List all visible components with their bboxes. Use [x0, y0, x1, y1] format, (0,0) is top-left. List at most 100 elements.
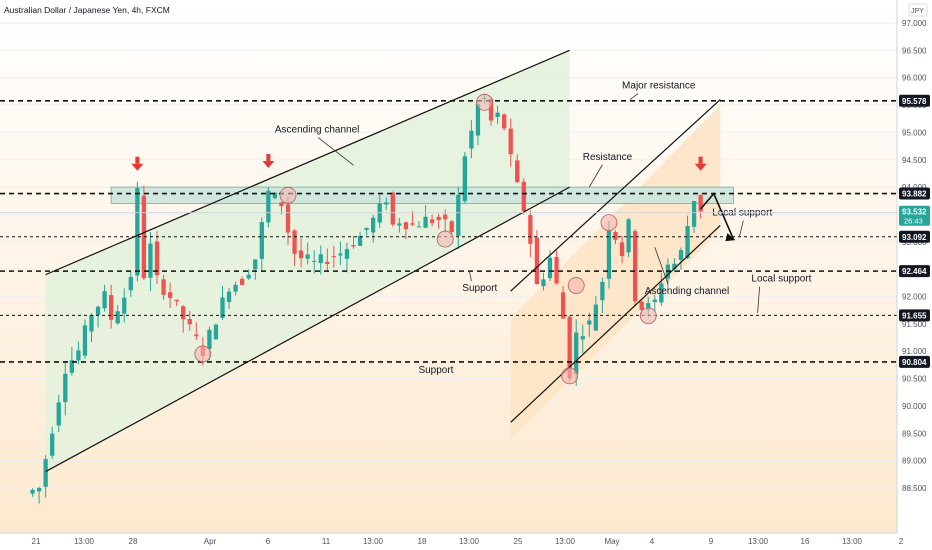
time-tick-label: May: [604, 537, 619, 546]
candle: [30, 489, 35, 494]
candle: [69, 360, 74, 373]
candle: [351, 245, 356, 247]
candle: [272, 192, 278, 199]
price-tick-label: 88.500: [902, 484, 927, 493]
candle: [534, 237, 540, 284]
candle: [174, 299, 179, 302]
candle: [567, 316, 572, 379]
candle: [305, 254, 310, 259]
price-tick-label: 90.000: [902, 402, 927, 411]
candle: [449, 221, 454, 233]
candle: [266, 190, 271, 223]
candle: [207, 329, 212, 350]
candle: [148, 243, 153, 278]
candle: [502, 114, 507, 129]
price-tick-label: 94.500: [902, 156, 927, 165]
time-tick-label: 13:00: [363, 537, 384, 546]
time-tick-label: 13:00: [459, 537, 480, 546]
candle: [403, 222, 409, 230]
candle: [246, 274, 251, 279]
touch-circle: [561, 367, 579, 385]
candle: [331, 256, 336, 258]
annotation-label: Resistance: [583, 152, 633, 163]
annotation-pointer: [654, 247, 669, 284]
chart-title: Australian Dollar / Japanese Yen, 4h, FX…: [4, 5, 170, 15]
time-tick-label: 21: [32, 537, 41, 546]
price-tick-label: 96.500: [902, 46, 927, 55]
down-arrow: [694, 163, 707, 171]
price-tick-label: 89.000: [902, 457, 927, 466]
time-tick-label: 13:00: [555, 537, 576, 546]
candle: [633, 231, 638, 302]
candle: [344, 249, 350, 259]
candle: [659, 283, 664, 303]
level-tag: [899, 265, 930, 278]
candle: [560, 292, 566, 319]
candle: [36, 487, 42, 492]
candle: [469, 130, 474, 149]
candle: [298, 250, 304, 259]
channel-line-lower: [45, 186, 570, 473]
price-tick-label: 91.000: [902, 347, 927, 356]
candle: [587, 320, 592, 325]
annotation-pointer: [629, 93, 639, 100]
currency-badge: [908, 3, 928, 17]
candle: [56, 402, 61, 426]
down-arrow: [698, 156, 703, 164]
annotation-pointer: [431, 361, 435, 364]
candle: [423, 216, 428, 228]
candle: [547, 257, 553, 279]
candle: [672, 263, 677, 270]
candle: [639, 301, 644, 310]
candle: [554, 257, 559, 284]
time-tick-label: 28: [129, 537, 138, 546]
candle: [574, 332, 579, 375]
down-arrow: [135, 156, 140, 164]
candle: [240, 278, 245, 286]
channel-line-upper: [510, 99, 721, 292]
candle: [495, 112, 500, 118]
touch-circle: [194, 345, 212, 363]
candle: [167, 292, 173, 298]
candle: [410, 223, 415, 225]
candle: [187, 318, 192, 325]
level-tag-label: 93.882: [902, 190, 927, 199]
time-tick-label: 9: [709, 537, 714, 546]
level-tag: [899, 94, 930, 107]
candle: [698, 194, 703, 212]
candle: [371, 217, 376, 233]
candle: [135, 187, 140, 276]
touch-circle: [436, 230, 454, 248]
annotation-pointer: [317, 137, 354, 166]
candle: [475, 103, 481, 136]
candle: [115, 311, 120, 324]
candle: [226, 291, 232, 303]
down-arrow: [131, 163, 144, 171]
candle: [364, 227, 369, 231]
candle: [128, 277, 133, 291]
candle: [606, 230, 612, 279]
candle: [678, 250, 684, 260]
time-tick-label: Apr: [204, 537, 217, 546]
time-tick-label: 13:00: [842, 537, 863, 546]
touch-circle: [279, 186, 297, 204]
candle: [194, 334, 199, 337]
annotation-pointer: [757, 286, 760, 313]
time-tick-label: 13:00: [74, 537, 95, 546]
candle: [652, 299, 657, 303]
level-tag-label: 93.092: [902, 233, 927, 242]
candle: [312, 260, 317, 262]
annotation-label: Major resistance: [622, 81, 696, 92]
candle: [515, 160, 520, 183]
time-tick-label: 6: [266, 537, 271, 546]
candle: [619, 242, 625, 257]
candle: [233, 284, 238, 292]
price-tick-label: 91.500: [902, 320, 927, 329]
level-tag: [899, 309, 930, 322]
annotation-label: Local support: [751, 274, 811, 285]
candle: [462, 156, 467, 202]
annotation-pointer: [588, 164, 603, 188]
candle: [253, 259, 258, 270]
price-tick-label: 90.500: [902, 375, 927, 384]
